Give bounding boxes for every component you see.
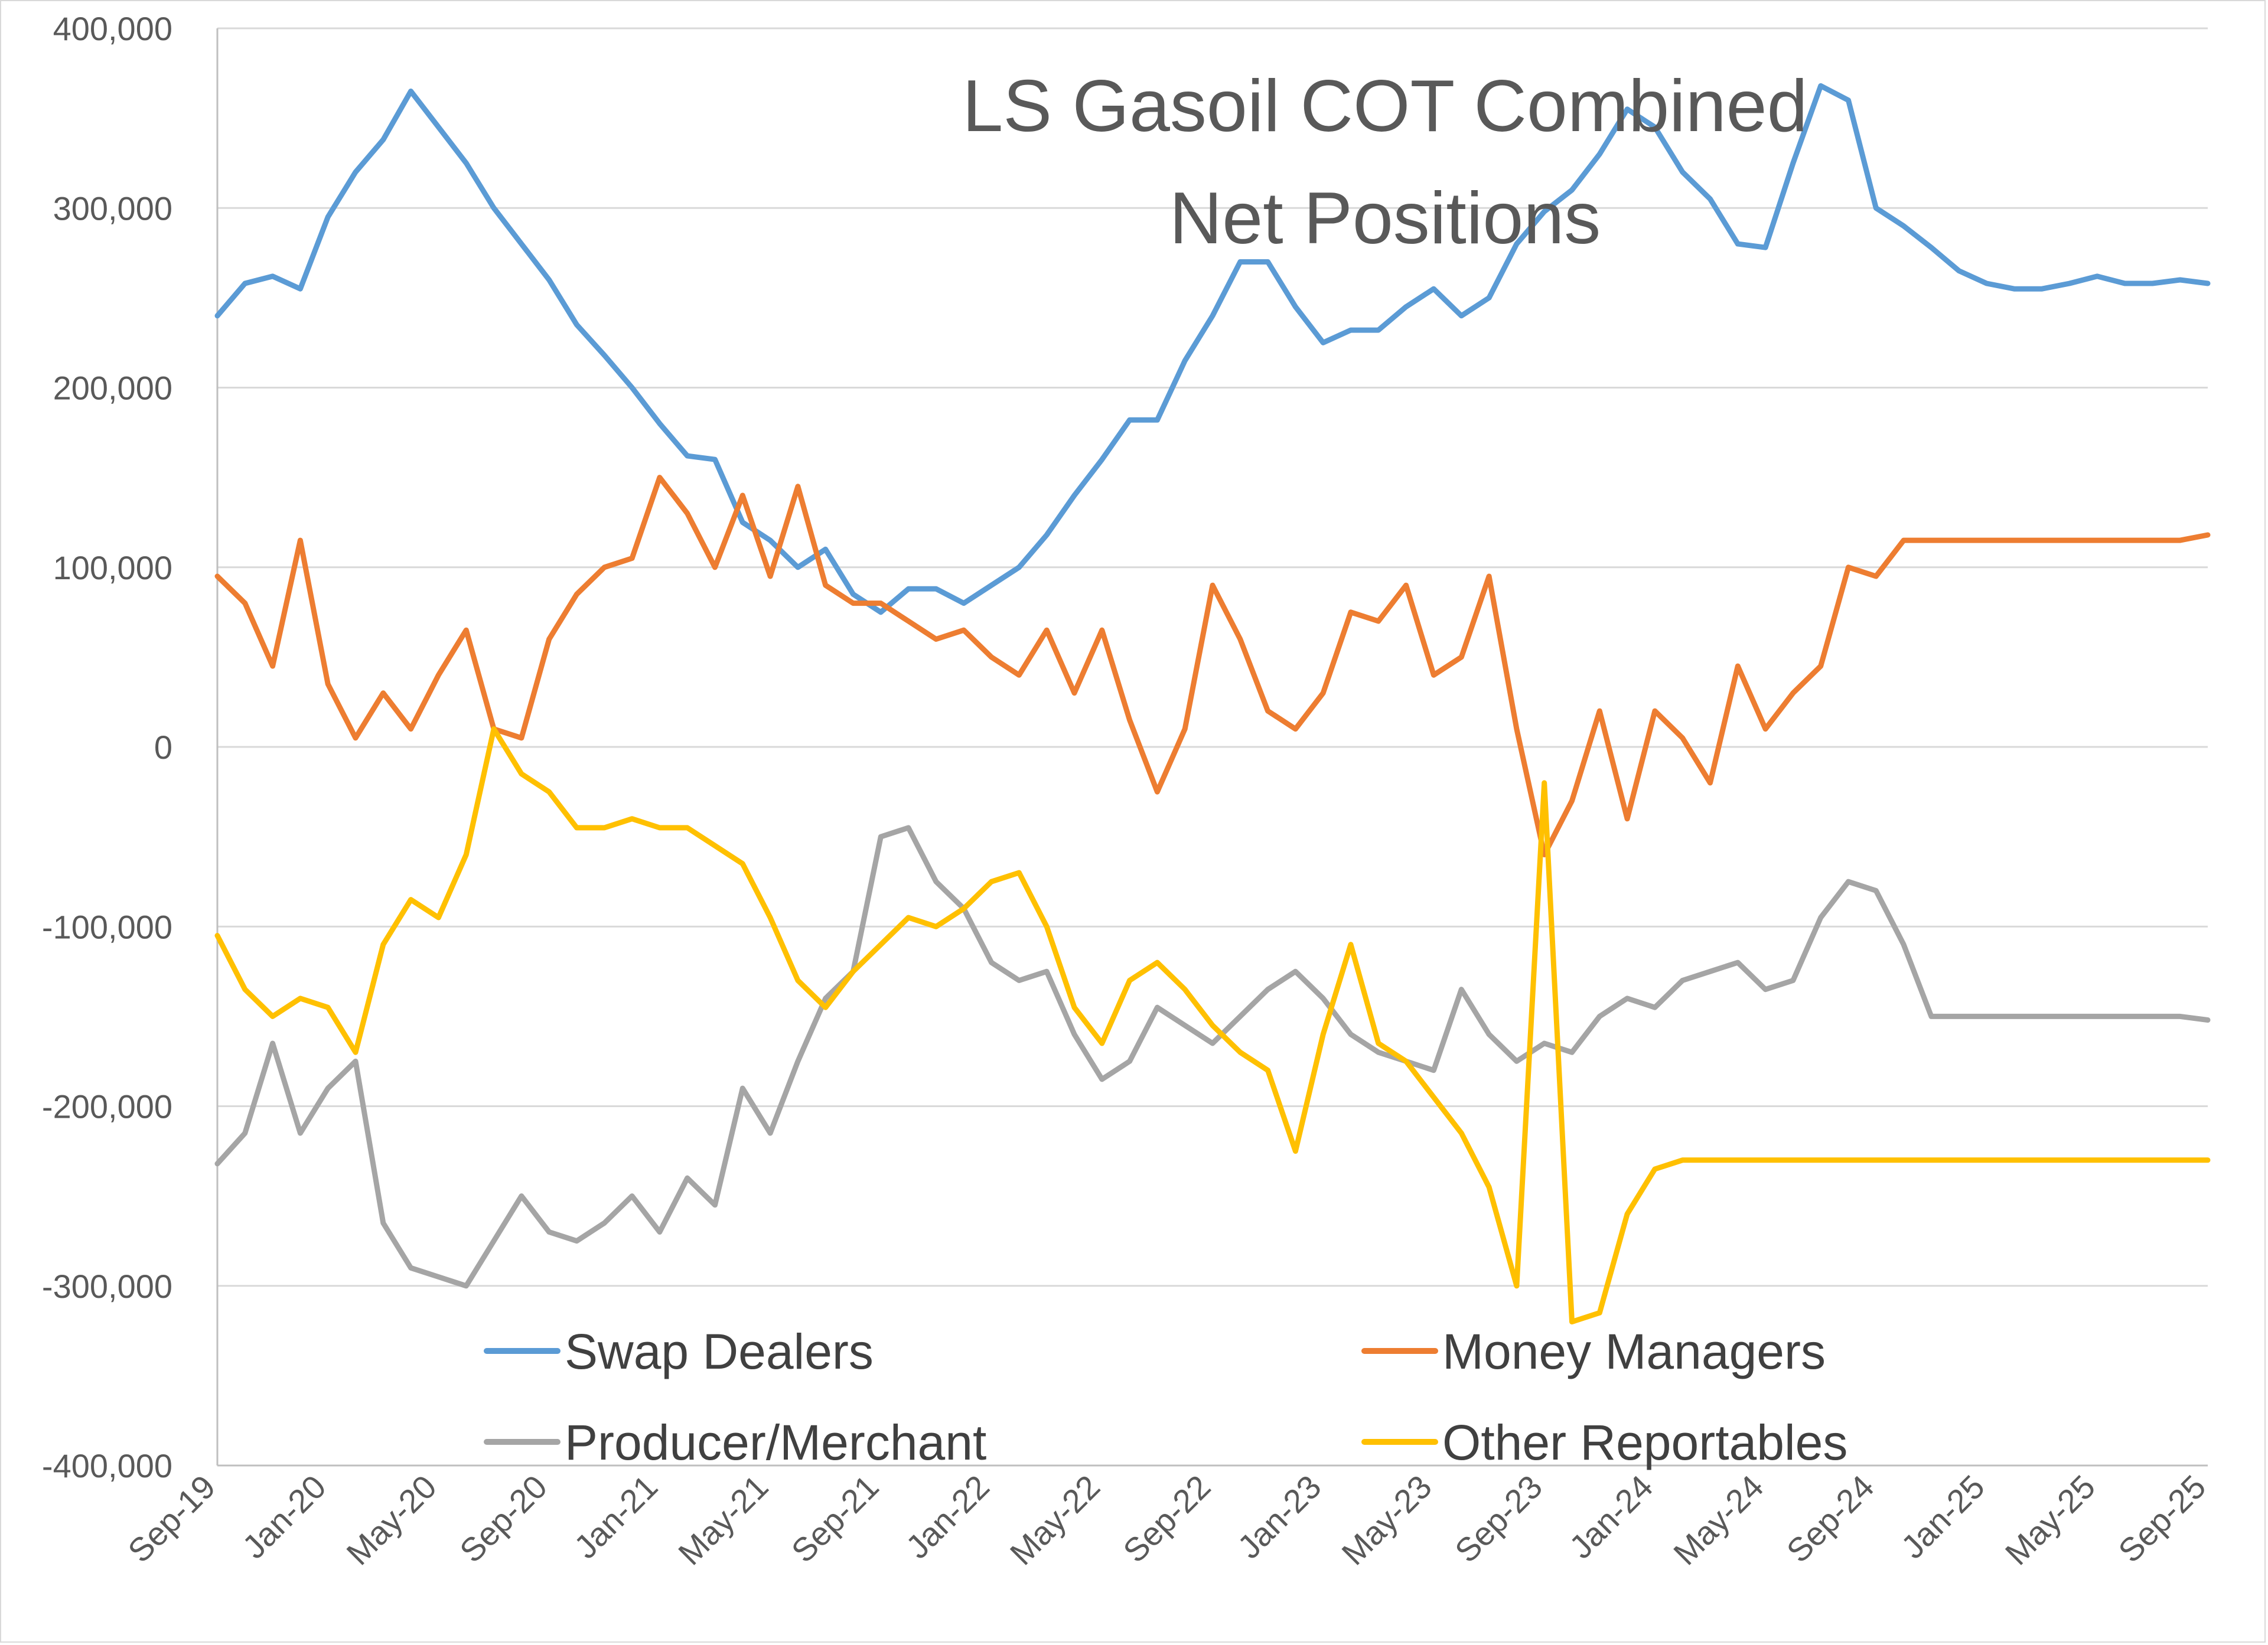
- x-tick-label-14: May-24: [1666, 1468, 1771, 1572]
- x-tick-label-6: Sep-21: [784, 1468, 886, 1569]
- x-tick-label-16: Jan-25: [1894, 1468, 1992, 1566]
- x-tick-label-10: Jan-23: [1230, 1468, 1328, 1566]
- legend-label-2: Producer/Merchant: [565, 1415, 986, 1470]
- gridlines: [216, 27, 2208, 1467]
- y-tick-label-2: 200,000: [53, 370, 172, 407]
- x-tick-label-13: Jan-24: [1562, 1468, 1660, 1566]
- x-tick-label-11: May-23: [1334, 1468, 1439, 1572]
- x-tick-label-18: Sep-25: [2111, 1468, 2212, 1569]
- y-tick-label-7: -300,000: [42, 1268, 172, 1305]
- series-lines: [214, 83, 2211, 1325]
- y-tick-label-0: 400,000: [53, 10, 172, 47]
- chart-title-line-1: LS Gasoil COT Combined: [962, 66, 1807, 147]
- x-tick-label-5: May-21: [671, 1468, 775, 1572]
- x-tick-label-4: Jan-21: [567, 1468, 665, 1566]
- chart-title-line-2: Net Positions: [1169, 178, 1601, 259]
- series-line-0: [214, 83, 2211, 615]
- y-tick-label-5: -100,000: [42, 908, 172, 945]
- y-tick-label-6: -200,000: [42, 1088, 172, 1125]
- x-axis-ticks: Sep-19 Jan-20 May-20 Sep-20 Jan-21 May-21 Sep-…: [120, 1468, 2212, 1572]
- x-tick-label-2: May-20: [339, 1468, 444, 1572]
- x-tick-label-9: Sep-22: [1116, 1468, 1217, 1569]
- y-tick-label-1: 300,000: [53, 190, 172, 227]
- y-axis-ticks: 400,000 300,000 200,000 100,000 0 -100,000 -20…: [42, 10, 172, 1484]
- legend-label-1: Money Managers: [1442, 1324, 1826, 1379]
- legend-label-3: Other Reportables: [1442, 1415, 1847, 1470]
- x-tick-label-1: Jan-20: [235, 1468, 333, 1566]
- x-tick-label-17: May-25: [1998, 1468, 2103, 1572]
- y-tick-label-8: -400,000: [42, 1447, 172, 1484]
- series-line-1: [214, 475, 2211, 857]
- x-tick-label-12: Sep-23: [1448, 1468, 1549, 1569]
- series-line-2: [214, 825, 2211, 1289]
- x-tick-label-8: May-22: [1003, 1468, 1107, 1572]
- legend: Swap Dealers Money Managers Producer/Merch…: [484, 1324, 1847, 1470]
- y-tick-label-4: 0: [154, 729, 172, 766]
- series-line-3: [214, 726, 2211, 1325]
- legend-label-0: Swap Dealers: [565, 1324, 874, 1379]
- chart-title: LS Gasoil COT Combined Net Positions: [962, 66, 1807, 259]
- x-tick-label-15: Sep-24: [1780, 1468, 1881, 1569]
- y-tick-label-3: 100,000: [53, 549, 172, 586]
- x-tick-label-7: Jan-22: [898, 1468, 996, 1566]
- x-tick-label-3: Sep-20: [452, 1468, 554, 1569]
